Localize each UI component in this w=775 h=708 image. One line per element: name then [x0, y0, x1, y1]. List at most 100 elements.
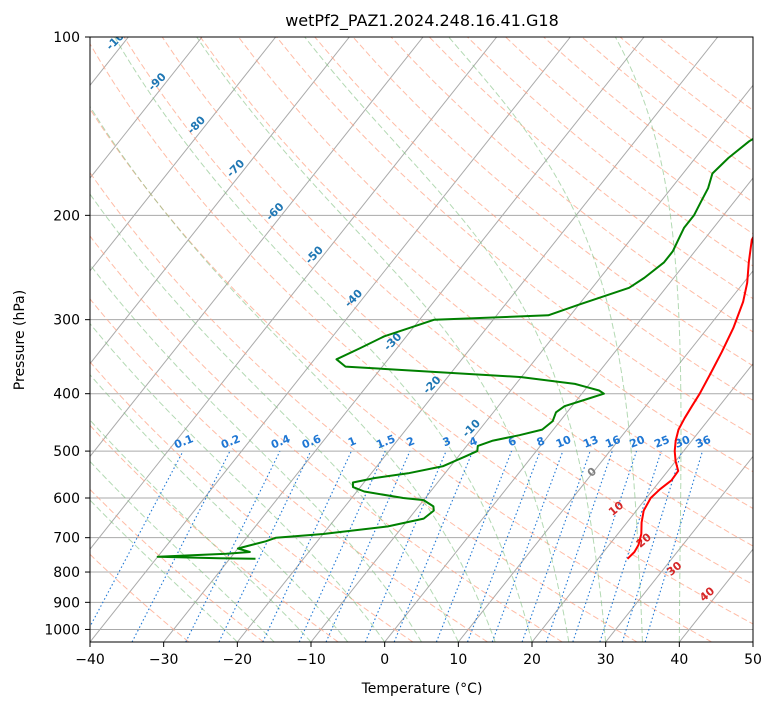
x-tick-label: 0: [380, 652, 389, 668]
mixing-ratio-label: 0.2: [219, 432, 242, 451]
isotherm-line: [163, 37, 645, 642]
mixing-ratio-line: [298, 450, 386, 642]
y-tick-label: 900: [53, 595, 80, 611]
y-tick-label: 800: [53, 565, 80, 581]
isotherm-label: -40: [342, 287, 365, 310]
isotherm-line: [752, 641, 753, 642]
moist-adiabat: [90, 460, 275, 642]
x-tick-label: 40: [670, 652, 688, 668]
x-tick-label: 50: [744, 652, 762, 668]
y-tick-label: 200: [53, 208, 80, 224]
mixing-ratio-label: 20: [628, 433, 647, 451]
isotherm-line: [90, 37, 203, 179]
mixing-ratio-label: 0.4: [269, 432, 292, 451]
isotherm-label: -70: [224, 157, 247, 180]
y-tick-label: 500: [53, 444, 80, 460]
y-tick-label: 600: [53, 491, 80, 507]
mixing-ratio-line: [621, 450, 683, 642]
mixing-ratio-line: [435, 450, 513, 642]
mixing-ratio-line: [466, 450, 541, 642]
mixing-ratio-line: [325, 450, 411, 642]
moist-adiabat: [90, 373, 349, 642]
mixing-ratio-line: [644, 450, 704, 642]
isotherm-line: [310, 84, 753, 642]
dry-adiabat: [390, 37, 753, 333]
mixing-ratio-line: [545, 450, 613, 642]
dry-adiabat: [543, 37, 753, 203]
mixing-ratio-label: 10: [554, 433, 573, 451]
moist-adiabat: [448, 37, 643, 642]
x-axis: −40 −30 −20 −10 0 10 20 30 40 50: [75, 642, 762, 668]
mixing-ratio-label: 36: [694, 433, 713, 451]
mixing-ratio-label: 3: [441, 434, 453, 449]
isotherm-label: -90: [146, 70, 169, 93]
dry-adiabat: [90, 42, 753, 625]
isotherm-label: -100: [104, 24, 133, 53]
isotherm-line: [384, 177, 753, 642]
dry-adiabat: [161, 37, 753, 547]
mixing-ratio-label: 2: [405, 434, 417, 449]
x-tick-label: 20: [523, 652, 541, 668]
x-tick-label: 10: [449, 652, 467, 668]
x-tick-label: −10: [296, 652, 326, 668]
dry-adiabat: [90, 171, 638, 642]
mixing-ratio-label: 30: [673, 433, 692, 451]
sounding-series: [156, 137, 753, 560]
moist-adiabat: [304, 37, 607, 642]
dewpoint-line: [156, 137, 753, 560]
moist-adiabat: [90, 263, 422, 642]
isotherm-line: [90, 37, 277, 272]
isotherm-line: [605, 455, 753, 642]
dry-adiabat: [199, 37, 753, 510]
isotherm-line: [90, 37, 498, 551]
dry-adiabat: [123, 37, 753, 586]
mixing-ratio-line: [90, 450, 184, 628]
isotherm-line: [236, 37, 719, 642]
mixing-ratio-line: [521, 450, 591, 642]
dry-adiabat: [90, 424, 339, 642]
chart-title: wetPf2_PAZ1.2024.248.16.41.G18: [285, 11, 559, 31]
plot-frame: [89, 36, 754, 643]
mixing-ratio-label: 1.5: [374, 432, 397, 451]
mixing-ratio-label: 13: [581, 433, 600, 451]
dry-adiabat: [276, 37, 753, 437]
moist-adiabat: [90, 322, 386, 642]
y-axis-label: Pressure (hPa): [12, 290, 28, 390]
dry-adiabat: [428, 37, 753, 300]
mixing-ratio-line: [218, 450, 312, 642]
mixing-ratio-line: [599, 450, 662, 642]
isotherm-label: -50: [303, 243, 326, 266]
y-tick-label: 100: [53, 30, 80, 46]
mixing-ratio-label: 0.6: [300, 432, 323, 451]
dry-adiabat: [90, 298, 488, 642]
y-axis: 1000 900 800 700 600 500 400 300 200 100: [44, 30, 90, 638]
x-tick-label: 30: [597, 652, 615, 668]
moist-adiabat: [90, 419, 312, 642]
x-tick-label: −20: [223, 652, 253, 668]
isotherm-line: [457, 270, 753, 642]
x-axis-label: Temperature (°C): [361, 681, 483, 697]
mixing-ratio-label: 25: [652, 433, 671, 451]
moist-adiabat: [90, 193, 459, 642]
moist-adiabat-label: 10: [606, 498, 626, 518]
isotherm-label: -80: [185, 113, 208, 136]
moist-adiabat-label: 40: [697, 584, 717, 604]
x-tick-label: −40: [75, 652, 105, 668]
isotherm-line: [90, 37, 424, 458]
dry-adiabat: [90, 235, 563, 642]
isotherm-label: -60: [263, 200, 286, 223]
dry-adiabat: [581, 37, 753, 172]
background-labels: 0.1 0.2 0.4 0.6 1 1.5 2 3 4 6 8 10 13 16 20 25 30 36-100-…: [104, 24, 718, 604]
y-tick-label: 400: [53, 387, 80, 403]
moist-adiabat: [90, 105, 496, 642]
mixing-ratio-label: 16: [603, 433, 622, 451]
dry-adiabat: [352, 37, 753, 367]
mixing-ratio-line: [393, 450, 474, 642]
y-tick-label: 300: [53, 313, 80, 329]
y-tick-label: 700: [53, 531, 80, 547]
dry-adiabat: [90, 488, 264, 642]
moist-adiabat: [114, 37, 533, 642]
mixing-ratio-line: [185, 450, 281, 642]
mixing-ratio-line: [364, 450, 447, 642]
